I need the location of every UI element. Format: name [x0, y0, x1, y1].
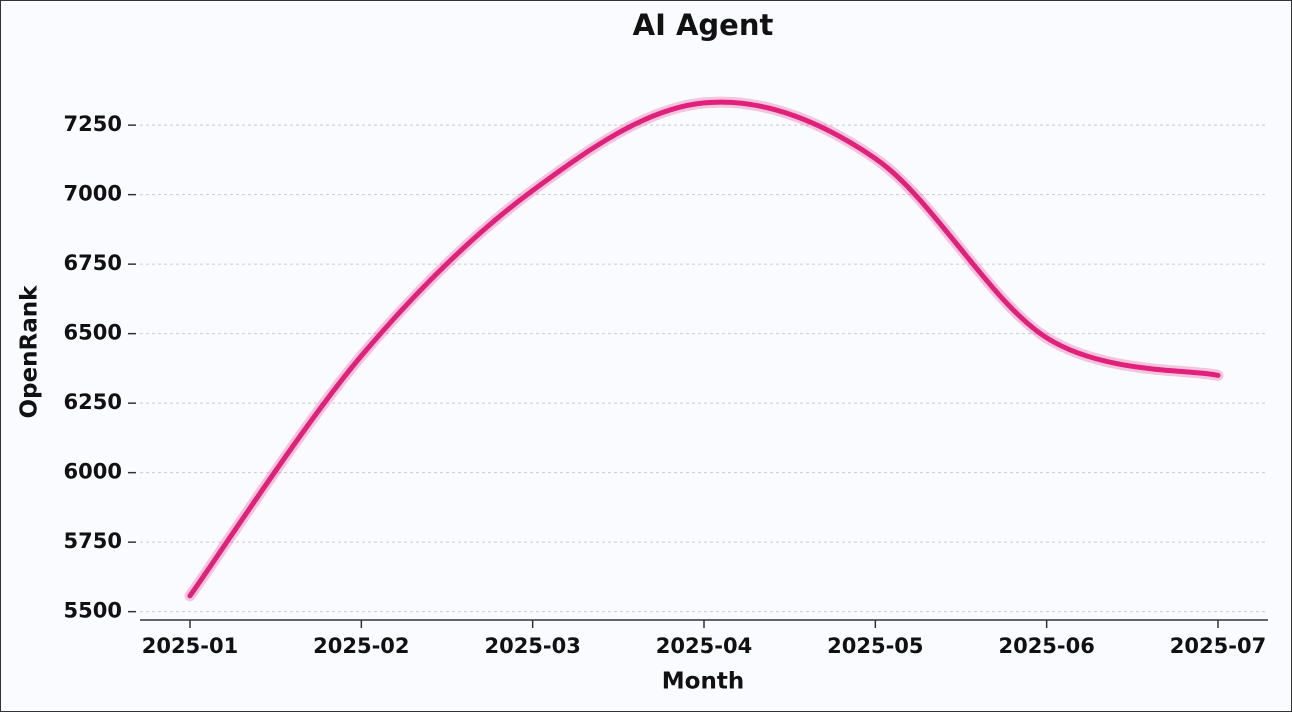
x-tick-label: 2025-07	[1170, 634, 1266, 658]
y-tick-label: 6000	[64, 460, 122, 484]
y-tick-label: 7250	[64, 112, 122, 136]
x-tick-label: 2025-04	[656, 634, 752, 658]
x-tick-label: 2025-06	[998, 634, 1094, 658]
x-tick-label: 2025-03	[484, 634, 580, 658]
x-tick-label: 2025-01	[142, 634, 238, 658]
y-axis-label: OpenRank	[17, 285, 43, 419]
line	[187, 99, 1221, 599]
x-axis-label: Month	[662, 669, 744, 695]
y-tick-label: 6250	[64, 390, 122, 414]
y-tick-label: 6500	[64, 321, 122, 345]
y-tick-label: 5750	[64, 529, 122, 553]
x-tick-label: 2025-02	[313, 634, 409, 658]
y-tick-label: 7000	[64, 182, 122, 206]
y-tick-label: 6750	[64, 251, 122, 275]
chart-title: AI Agent	[633, 8, 774, 42]
x-tick-label: 2025-05	[827, 634, 923, 658]
y-tick-label: 5500	[64, 599, 122, 623]
